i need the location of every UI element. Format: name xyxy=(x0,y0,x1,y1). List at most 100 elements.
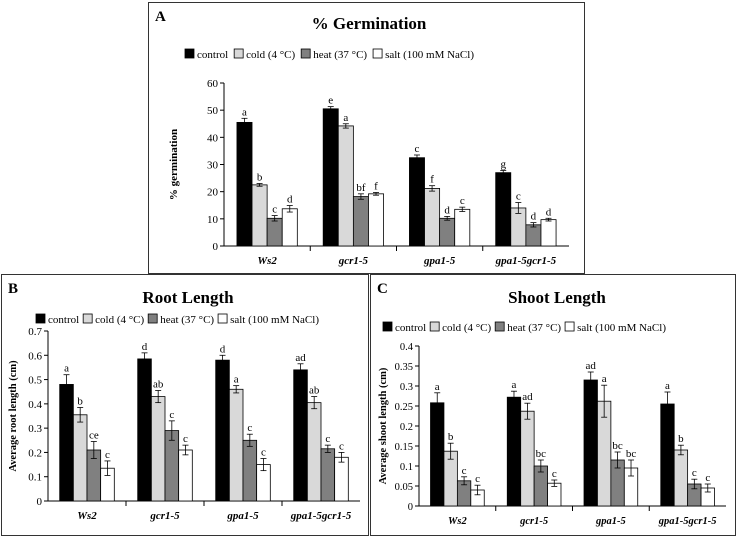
bar xyxy=(673,449,689,507)
legend-label-2: heat (37 °C) xyxy=(507,322,561,334)
bar xyxy=(266,217,283,247)
legend: control cold (4 °C) heat (37 °C) salt (100 … xyxy=(382,321,666,334)
data-label: d xyxy=(287,194,293,206)
y-tick-label: 20 xyxy=(207,187,219,199)
legend-label-2: heat (37 °C) xyxy=(313,49,367,61)
chart-shoot-length: C Shoot Length control cold (4 °C) heat (37 … xyxy=(377,281,726,527)
y-tick-label: 0.15 xyxy=(395,442,413,453)
legend-swatch-3 xyxy=(564,321,575,332)
y-tick-label: 0.2 xyxy=(28,447,42,459)
bar xyxy=(137,358,152,502)
data-label: c xyxy=(105,449,110,461)
bar xyxy=(352,196,369,247)
data-label: bf xyxy=(356,182,366,194)
data-label: e xyxy=(328,95,333,107)
bar xyxy=(242,439,258,502)
legend-swatch-2 xyxy=(300,48,311,59)
data-label: d xyxy=(531,211,537,223)
bar xyxy=(150,396,166,502)
data-label: bc xyxy=(612,440,623,452)
data-label: c xyxy=(692,467,697,479)
legend-label-1: cold (4 °C) xyxy=(442,322,491,334)
y-tick-label: 0.4 xyxy=(28,399,42,411)
data-label: c xyxy=(415,143,420,155)
data-label: ab xyxy=(309,385,320,397)
x-tick-label: Ws2 xyxy=(77,510,97,522)
chart-germination: A % Germination control cold (4 °C) heat (37… xyxy=(155,9,569,267)
legend: control cold (4 °C) heat (37 °C) salt (100 … xyxy=(35,313,319,326)
legend-swatch-0 xyxy=(35,313,46,324)
y-tick-label: 0.3 xyxy=(28,423,42,435)
legend-label-3: salt (100 mM NaCl) xyxy=(577,322,666,334)
x-tick-label: gpa1-5gcr1-5 xyxy=(290,510,352,522)
x-tick-label: gpa1-5gcr1-5 xyxy=(495,255,557,267)
bar xyxy=(430,402,445,507)
bar xyxy=(495,172,512,247)
data-label: a xyxy=(435,381,440,393)
data-label: ad xyxy=(522,391,533,403)
legend-label-1: cold (4 °C) xyxy=(246,49,295,61)
data-label: c xyxy=(462,465,467,477)
bar xyxy=(454,208,471,247)
legend-label-0: control xyxy=(197,49,228,61)
y-axis-label: Average shoot length (cm) xyxy=(378,367,389,484)
bar xyxy=(215,359,230,502)
bar xyxy=(281,208,298,247)
y-axis-label: % germination xyxy=(168,129,180,200)
y-tick-label: 0 xyxy=(408,502,413,513)
bar xyxy=(520,410,535,507)
data-label: b xyxy=(257,172,263,184)
data-label: c xyxy=(183,433,188,445)
bar xyxy=(424,188,441,247)
y-tick-label: 0 xyxy=(37,496,43,508)
data-label: ab xyxy=(153,379,164,391)
bar xyxy=(59,384,74,502)
x-tick-label: gcr1-5 xyxy=(519,516,548,527)
bar xyxy=(439,217,456,247)
data-label: a xyxy=(343,112,348,124)
y-tick-label: 10 xyxy=(207,214,219,226)
data-label: d xyxy=(444,204,450,216)
bar xyxy=(525,224,542,247)
data-label: f xyxy=(430,174,434,186)
panel-letter: C xyxy=(377,281,388,297)
bar xyxy=(337,125,354,247)
x-tick-label: gcr1-5 xyxy=(338,255,369,267)
y-tick-label: 0.2 xyxy=(400,422,413,433)
legend-label-0: control xyxy=(395,322,426,334)
data-label: a xyxy=(234,374,239,386)
bar xyxy=(506,396,522,507)
legend-swatch-3 xyxy=(372,48,383,59)
data-label: ad xyxy=(295,352,306,364)
legend-label-0: control xyxy=(48,314,79,326)
data-label: b xyxy=(678,433,684,445)
data-label: c xyxy=(247,422,252,434)
data-label: c xyxy=(475,473,480,485)
panel-letter: A xyxy=(155,9,166,25)
data-label: ce xyxy=(89,430,99,442)
chart-title: Root Length xyxy=(142,288,234,307)
y-tick-label: 0.1 xyxy=(400,462,413,473)
y-tick-label: 0.7 xyxy=(28,326,42,338)
bar xyxy=(334,456,349,502)
chart-title: Shoot Length xyxy=(508,288,606,307)
x-tick-label: gpa1-5 xyxy=(595,516,626,527)
legend-swatch-2 xyxy=(494,321,505,332)
panel-germination: A % Germination control cold (4 °C) heat (37… xyxy=(148,2,585,274)
data-label: c xyxy=(460,195,465,207)
bar xyxy=(540,219,557,247)
bar xyxy=(251,184,268,247)
data-label: b xyxy=(448,431,454,443)
y-tick-label: 30 xyxy=(207,160,219,172)
bar xyxy=(409,157,425,247)
legend-label-3: salt (100 mM NaCl) xyxy=(230,314,319,326)
y-tick-label: 0.4 xyxy=(400,342,414,353)
data-label: d xyxy=(546,206,552,218)
legend-swatch-1 xyxy=(429,321,440,332)
data-label: bc xyxy=(626,448,637,460)
y-tick-label: 0.3 xyxy=(400,382,413,393)
data-label: c xyxy=(261,447,266,459)
legend-label-3: salt (100 mM NaCl) xyxy=(385,49,474,61)
x-tick-label: gpa1-5gcr1-5 xyxy=(658,516,717,527)
y-tick-label: 0.6 xyxy=(28,350,42,362)
